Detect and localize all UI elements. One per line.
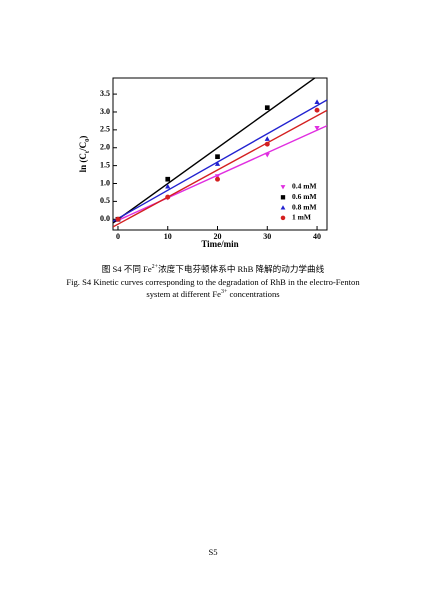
- y-tick-label: 1.0: [100, 178, 110, 187]
- legend-marker: [280, 215, 286, 221]
- y-label-part: ln (C: [78, 153, 88, 172]
- caption-part: 浓度下电芬顿体系中 RhB 降解的动力学曲线: [158, 263, 325, 274]
- caption-en: Fig. S4 Kinetic curves corresponding to …: [66, 277, 360, 287]
- y-label-sub: t: [84, 150, 91, 153]
- x-tick-label: 10: [164, 232, 172, 241]
- y-label-part: ): [78, 136, 88, 139]
- y-axis-label: ln (Ct/C0): [78, 136, 91, 173]
- fits: [113, 78, 327, 228]
- fit-line: [113, 99, 327, 222]
- point: [314, 107, 320, 113]
- fit-line: [113, 78, 317, 224]
- point: [264, 141, 270, 147]
- legend-marker: [280, 185, 286, 190]
- y-tick-label: 3.5: [100, 89, 110, 98]
- fit-line: [113, 109, 327, 228]
- caption-part: system at different Fe: [146, 289, 221, 299]
- y-tick-label: 2.0: [100, 143, 110, 152]
- x-tick-label: 20: [214, 232, 222, 241]
- point: [264, 136, 270, 141]
- point: [314, 99, 320, 105]
- point: [165, 183, 171, 189]
- point: [165, 194, 171, 200]
- y-label-part: /C: [78, 142, 88, 152]
- y-tick-label: 0.0: [100, 214, 110, 223]
- y-label-sub: 0: [84, 139, 91, 142]
- legend-marker: [280, 205, 286, 210]
- y-tick-label: 2.5: [100, 125, 110, 134]
- point: [215, 154, 220, 160]
- legend-label: 1 mM: [292, 213, 311, 222]
- x-axis-label: Time/min: [201, 239, 238, 249]
- caption-en: system at different Fe3+ concentrations: [146, 289, 280, 299]
- point: [165, 176, 171, 182]
- legend-label: 0.8 mM: [292, 202, 317, 211]
- point: [264, 152, 270, 158]
- page-number: S5: [208, 547, 217, 557]
- legend-label: 0.6 mM: [292, 192, 317, 201]
- legend-marker: [280, 195, 286, 200]
- fit-line: [113, 125, 327, 224]
- caption-sup: 2+: [152, 264, 159, 270]
- caption-sup: 3+: [221, 289, 228, 295]
- point: [214, 174, 221, 179]
- y-tick-label: 0.5: [100, 196, 110, 205]
- caption-part: concentrations: [227, 289, 280, 299]
- legend-label: 0.4 mM: [292, 182, 317, 191]
- point: [115, 216, 121, 222]
- x-tick-label: 40: [313, 232, 321, 241]
- x-tick-label: 0: [116, 232, 120, 241]
- plot-frame: [112, 77, 328, 231]
- caption-cn: 图 S4 不同 Fe2+浓度下电芬顿体系中 RhB 降解的动力学曲线: [102, 263, 325, 274]
- x-tick-label: 30: [263, 232, 271, 241]
- point: [214, 161, 221, 166]
- caption-part: 图 S4 不同 Fe: [102, 264, 152, 274]
- point: [264, 105, 270, 111]
- y-tick-label: 1.5: [100, 160, 110, 169]
- point: [215, 176, 220, 182]
- y-tick-label: 3.0: [100, 107, 110, 116]
- point: [314, 125, 320, 131]
